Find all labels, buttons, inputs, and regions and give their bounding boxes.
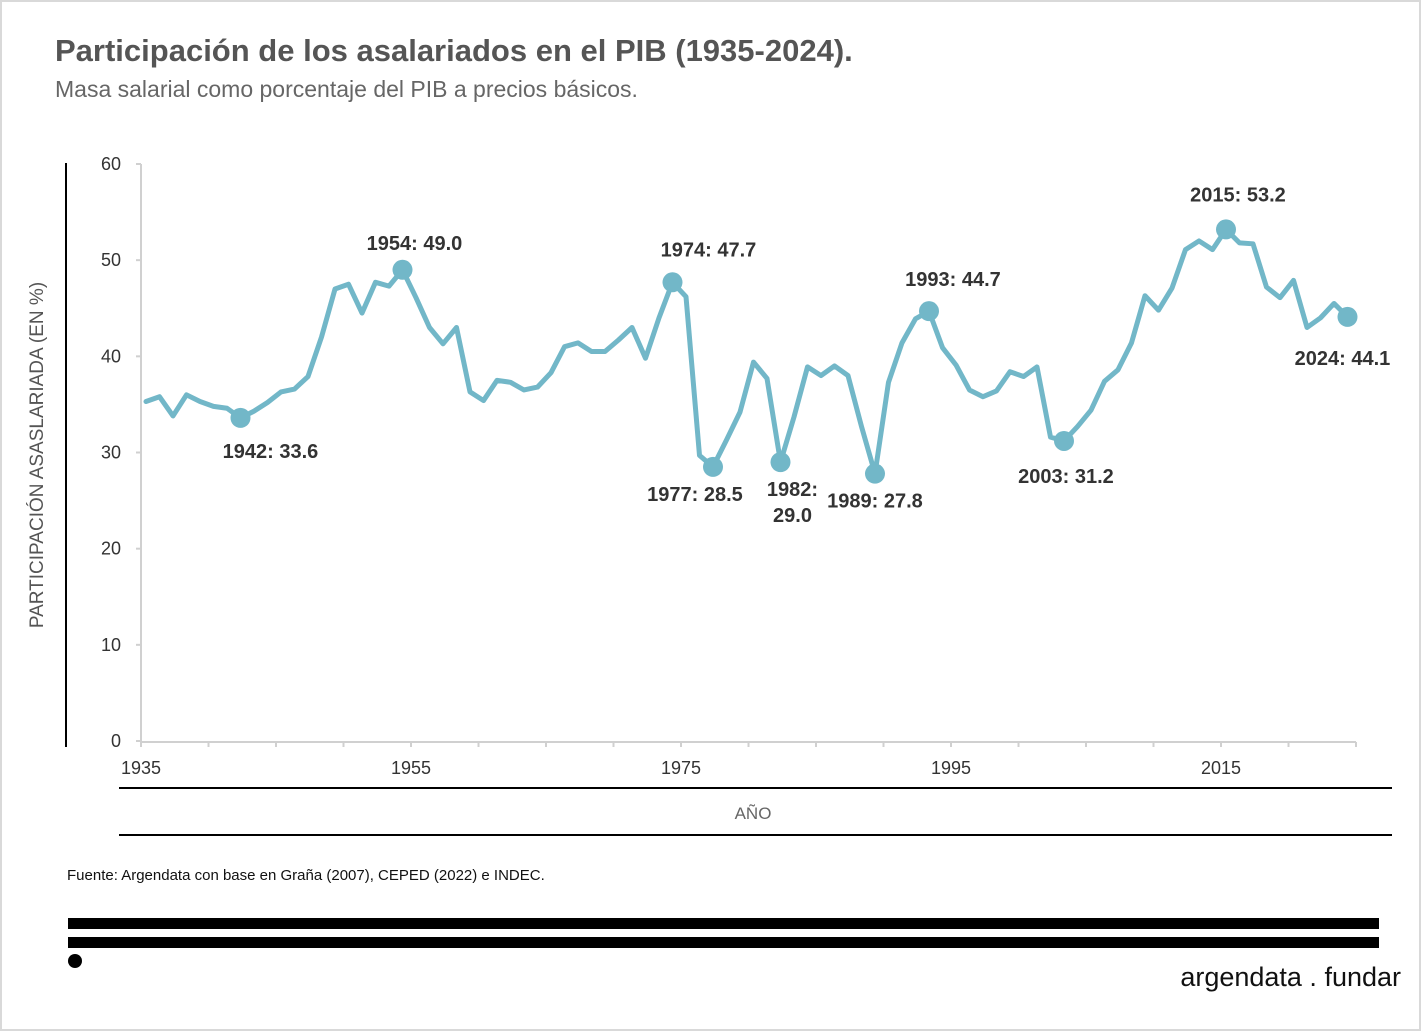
- y-axis-title: PARTICIPACIÓN ASASLARIADA (EN %): [26, 282, 48, 628]
- highlight-point: [919, 301, 939, 322]
- y-tick-label: 40: [101, 346, 121, 366]
- highlight-point: [1337, 306, 1358, 327]
- y-tick-label: 30: [101, 443, 121, 463]
- x-tick-label: 1935: [121, 758, 161, 778]
- series-line: [143, 226, 1350, 477]
- chart-title: Participación de los asalariados en el P…: [55, 33, 853, 68]
- source-note: Fuente: Argendata con base en Graña (200…: [67, 867, 545, 884]
- highlight-point: [703, 456, 723, 477]
- y-tick-label: 60: [101, 154, 121, 174]
- data-label: 1993: 44.7: [905, 269, 1001, 291]
- y-tick-label: 0: [111, 731, 121, 751]
- x-tick-label: 2015: [1201, 758, 1241, 778]
- highlight-point: [230, 407, 251, 428]
- x-axis-title: AÑO: [735, 804, 772, 823]
- footer-bar-top: [68, 918, 1379, 929]
- data-label: 2003: 31.2: [1018, 466, 1114, 488]
- argendata-fundar-logo: argendata . fundar: [1180, 962, 1401, 992]
- y-tick-label: 20: [101, 539, 121, 559]
- data-label: 1942: 33.6: [223, 441, 319, 463]
- highlight-point: [392, 259, 413, 280]
- data-label: 2024: 44.1: [1295, 348, 1391, 370]
- chart-subtitle: Masa salarial como porcentaje del PIB a …: [55, 76, 638, 102]
- highlight-point: [865, 463, 885, 484]
- highlight-point: [1216, 219, 1236, 240]
- data-label: 2015: 53.2: [1190, 184, 1286, 206]
- highlight-point: [662, 272, 683, 293]
- highlight-point: [1054, 430, 1074, 451]
- x-tick-label: 1995: [931, 758, 971, 778]
- y-tick-label: 10: [101, 635, 121, 655]
- footer-dot: [68, 954, 82, 968]
- data-label: 1982:: [767, 479, 818, 501]
- footer-bar-bottom: [68, 937, 1379, 948]
- data-label: 1974: 47.7: [661, 239, 757, 261]
- data-label: 1989: 27.8: [827, 491, 923, 513]
- data-label-value: 29.0: [773, 505, 812, 527]
- data-label: 1954: 49.0: [367, 233, 463, 255]
- y-tick-label: 50: [101, 250, 121, 270]
- x-tick-label: 1975: [661, 758, 701, 778]
- data-label: 1977: 28.5: [647, 484, 743, 506]
- x-tick-label: 1955: [391, 758, 431, 778]
- highlight-point: [770, 452, 791, 473]
